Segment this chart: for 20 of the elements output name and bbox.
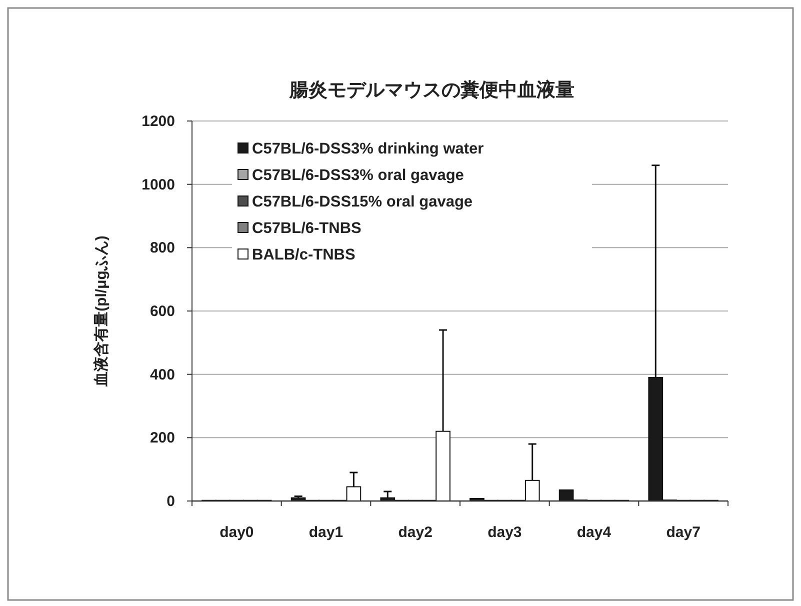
x-tick-label: day1 (308, 524, 344, 541)
y-tick-label: 200 (150, 430, 175, 447)
y-tick-label: 1000 (142, 176, 175, 194)
x-tick-label: day7 (666, 524, 700, 541)
legend-label: BALB/c-TNBS (252, 246, 356, 264)
legend-label: C57BL/6-TNBS (252, 220, 362, 237)
y-tick-label: 1200 (142, 113, 175, 130)
legend-label: C57BL/6-DSS3% oral gavage (252, 167, 464, 184)
x-tick-label: day4 (576, 524, 612, 541)
chart-title: 腸炎モデルマウスの糞便中血液量 (288, 79, 574, 101)
x-tick-label: day0 (220, 524, 254, 541)
y-tick-label: 0 (166, 493, 175, 510)
x-tick-label: day3 (488, 524, 522, 541)
y-axis-title: 血液含有量(pl/μgふん) (92, 236, 110, 388)
y-tick-label: 400 (150, 366, 175, 384)
legend-label: C57BL/6-DSS15% oral gavage (252, 194, 473, 210)
y-tick-label: 600 (150, 303, 175, 320)
x-tick-label: day2 (398, 524, 432, 541)
legend-label: C57BL/6-DSS3% drinking water (252, 140, 484, 158)
y-tick-label: 800 (150, 240, 175, 257)
